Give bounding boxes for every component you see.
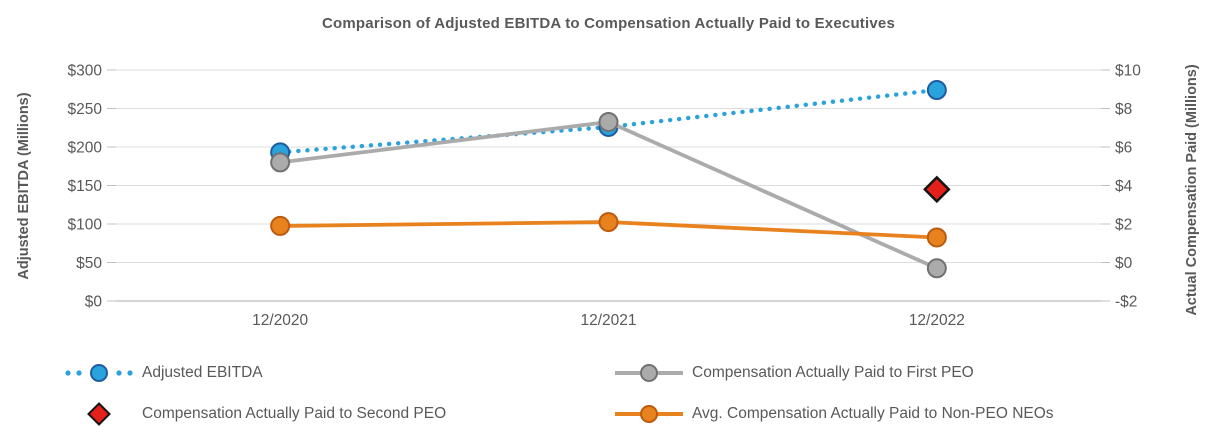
legend-item-adjusted-ebitda: Adjusted EBITDA bbox=[63, 361, 613, 385]
legend-row-1: Adjusted EBITDA Compensation Actually Pa… bbox=[63, 352, 1163, 393]
legend-label: Compensation Actually Paid to First PEO bbox=[692, 363, 974, 381]
right-axis-tick-label: $6 bbox=[1115, 140, 1132, 157]
right-axis-tick-label: $2 bbox=[1115, 217, 1132, 234]
data-point-2-0 bbox=[923, 175, 951, 204]
left-axis-tick-label: $50 bbox=[76, 255, 102, 272]
chart-title: Comparison of Adjusted EBITDA to Compens… bbox=[321, 15, 895, 32]
legend-label: Adjusted EBITDA bbox=[142, 363, 263, 381]
legend-label: Avg. Compensation Actually Paid to Non-P… bbox=[692, 404, 1054, 422]
data-point-1-2 bbox=[926, 258, 947, 279]
legend: Adjusted EBITDA Compensation Actually Pa… bbox=[63, 352, 1163, 434]
left-axis-tick-label: $250 bbox=[68, 101, 103, 118]
legend-label: Compensation Actually Paid to Second PEO bbox=[142, 404, 447, 422]
right-axis-tick-label: $10 bbox=[1115, 63, 1141, 80]
data-point-3-1 bbox=[598, 212, 619, 233]
chart-plot-area: $300 $250 $200 $150 $100 $50 $0 $10 $8 $6 $4 $2 $0 -$… bbox=[68, 63, 1142, 330]
legend-item-first-peo: Compensation Actually Paid to First PEO bbox=[613, 361, 1163, 385]
dotted-line-marker-icon bbox=[65, 363, 133, 382]
right-axis-tick-label: -$2 bbox=[1115, 294, 1137, 311]
legend-item-non-peo-neos: Avg. Compensation Actually Paid to Non-P… bbox=[613, 402, 1163, 426]
diamond-marker-icon bbox=[87, 401, 111, 426]
left-axis-tick-label: $150 bbox=[68, 178, 103, 195]
data-point-1-1 bbox=[598, 111, 619, 132]
data-point-0-2 bbox=[926, 80, 947, 101]
right-axis-tick-label: $8 bbox=[1115, 101, 1132, 118]
solid-line-marker-icon bbox=[615, 404, 683, 423]
legend-row-2: Compensation Actually Paid to Second PEO… bbox=[63, 393, 1163, 434]
data-point-1-0 bbox=[270, 152, 291, 173]
left-axis-tick-label: $0 bbox=[85, 294, 103, 311]
x-axis-tick-label: 12/2022 bbox=[909, 312, 965, 329]
legend-item-second-peo: Compensation Actually Paid to Second PEO bbox=[63, 401, 613, 426]
left-axis-tick-label: $200 bbox=[68, 140, 103, 157]
solid-line-marker-icon bbox=[615, 363, 683, 382]
data-point-3-2 bbox=[926, 227, 947, 248]
left-axis-tick-label: $300 bbox=[68, 63, 103, 80]
right-axis-tick-label: $0 bbox=[1115, 255, 1133, 272]
x-axis-tick-label: 12/2020 bbox=[252, 312, 308, 329]
right-axis-tick-label: $4 bbox=[1115, 178, 1133, 195]
left-axis-tick-label: $100 bbox=[68, 217, 103, 234]
x-axis-tick-label: 12/2021 bbox=[580, 312, 636, 329]
data-point-3-0 bbox=[270, 215, 291, 236]
